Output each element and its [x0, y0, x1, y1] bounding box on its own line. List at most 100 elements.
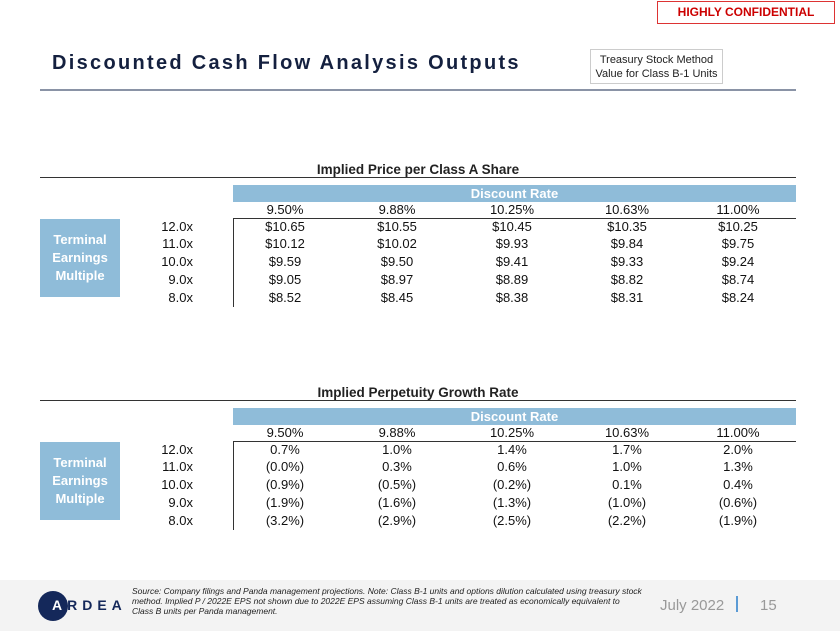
column-header: 9.88% [378, 425, 416, 440]
method-line: Treasury Stock Method [599, 54, 714, 66]
column-header: 9.88% [378, 202, 416, 217]
row-label-box: Terminal Earnings Multiple [40, 442, 120, 520]
row-label-box: Terminal Earnings Multiple [40, 219, 120, 297]
table-cell: $9.93 [495, 236, 529, 251]
table-cell: $9.50 [380, 254, 414, 269]
divider [233, 441, 796, 442]
multiple-label: 9.0x [168, 272, 193, 287]
row-label: Terminal [53, 232, 107, 247]
table-cell: (2.2%) [607, 513, 647, 528]
table-cell: 1.0% [382, 442, 412, 457]
confidential-label: HIGHLY CONFIDENTIAL [657, 1, 835, 24]
table-cell: $9.75 [721, 236, 755, 251]
method-line: Value for Class B-1 Units [595, 68, 718, 80]
multiple-label: 8.0x [168, 513, 193, 528]
table-cell: (0.6%) [718, 495, 758, 510]
discount-rate-header: Discount Rate [233, 185, 796, 202]
table-cell: (0.2%) [492, 477, 532, 492]
table-cell: 0.4% [723, 477, 753, 492]
divider [233, 218, 234, 307]
page-title: Discounted Cash Flow Analysis Outputs [52, 52, 521, 74]
table-cell: 0.7% [270, 442, 300, 457]
table-cell: (1.9%) [718, 513, 758, 528]
multiple-label: 8.0x [168, 290, 193, 305]
row-label: Earnings [52, 473, 108, 488]
table-cell: (1.6%) [377, 495, 417, 510]
column-header: 10.25% [489, 425, 535, 440]
table-cell: $8.31 [610, 290, 644, 305]
table-cell: 2.0% [723, 442, 753, 457]
table-title: Implied Price per Class A Share [316, 162, 520, 177]
table-title: Implied Perpetuity Growth Rate [317, 385, 519, 400]
row-label: Multiple [55, 491, 105, 506]
title-divider [40, 89, 796, 91]
table-cell: (0.9%) [265, 477, 305, 492]
table-cell: $9.84 [610, 236, 644, 251]
table-cell: 0.1% [612, 477, 642, 492]
table-cell: $8.82 [610, 272, 644, 287]
table-cell: $9.59 [268, 254, 302, 269]
date: July 2022 [660, 597, 725, 614]
table-cell: (0.5%) [377, 477, 417, 492]
table-cell: $10.65 [265, 219, 305, 234]
row-label: Terminal [53, 455, 107, 470]
divider [40, 400, 796, 401]
discount-rate-header: Discount Rate [233, 408, 796, 425]
divider [233, 441, 234, 530]
table-cell: $9.41 [495, 254, 529, 269]
table-cell: $8.89 [495, 272, 529, 287]
multiple-label: 10.0x [161, 477, 193, 492]
table-cell: (2.9%) [377, 513, 417, 528]
multiple-label: 10.0x [161, 254, 193, 269]
table-cell: $8.45 [380, 290, 414, 305]
method-box: Treasury Stock Method Value for Class B-1… [590, 49, 723, 84]
multiple-label: 12.0x [161, 442, 193, 457]
row-label: Earnings [52, 250, 108, 265]
table-cell: 0.3% [382, 459, 412, 474]
table-cell: $8.38 [495, 290, 529, 305]
table-cell: (3.2%) [265, 513, 305, 528]
footer [0, 580, 840, 631]
table-cell: $9.05 [268, 272, 302, 287]
table-cell: $8.74 [721, 272, 755, 287]
table-cell: (2.5%) [492, 513, 532, 528]
divider [233, 218, 796, 219]
table-cell: 0.6% [497, 459, 527, 474]
row-label: Multiple [55, 268, 105, 283]
table-cell: $9.33 [610, 254, 644, 269]
footer-separator [736, 596, 738, 612]
column-header: 10.63% [604, 202, 650, 217]
multiple-label: 11.0x [162, 236, 193, 251]
column-header: 11.00% [716, 425, 760, 440]
multiple-label: 11.0x [162, 459, 193, 474]
table-cell: (1.3%) [492, 495, 532, 510]
table-cell: (0.0%) [265, 459, 305, 474]
multiple-label: 9.0x [168, 495, 193, 510]
table-cell: $10.55 [377, 219, 417, 234]
table-cell: 1.7% [612, 442, 642, 457]
table-cell: $8.97 [380, 272, 414, 287]
table-cell: $10.35 [607, 219, 647, 234]
column-header: 10.25% [489, 202, 535, 217]
page-number: 15 [760, 597, 777, 614]
table-cell: $10.02 [377, 236, 417, 251]
multiple-label: 12.0x [161, 219, 193, 234]
table-cell: $9.24 [721, 254, 755, 269]
source-note: Source: Company filings and Panda manage… [132, 586, 642, 616]
logo-circle [38, 591, 68, 621]
table-cell: 1.4% [497, 442, 527, 457]
column-header: 9.50% [266, 202, 304, 217]
table-cell: $8.52 [268, 290, 302, 305]
table-cell: $10.25 [718, 219, 758, 234]
table-cell: $10.12 [265, 236, 305, 251]
logo-letter: A [52, 597, 68, 613]
column-header: 10.63% [604, 425, 650, 440]
column-header: 11.00% [716, 202, 760, 217]
divider [40, 177, 796, 178]
table-cell: (1.0%) [607, 495, 647, 510]
table-cell: (1.9%) [265, 495, 305, 510]
table-cell: 1.3% [723, 459, 753, 474]
column-header: 9.50% [266, 425, 304, 440]
table-cell: 1.0% [612, 459, 642, 474]
table-cell: $10.45 [492, 219, 532, 234]
